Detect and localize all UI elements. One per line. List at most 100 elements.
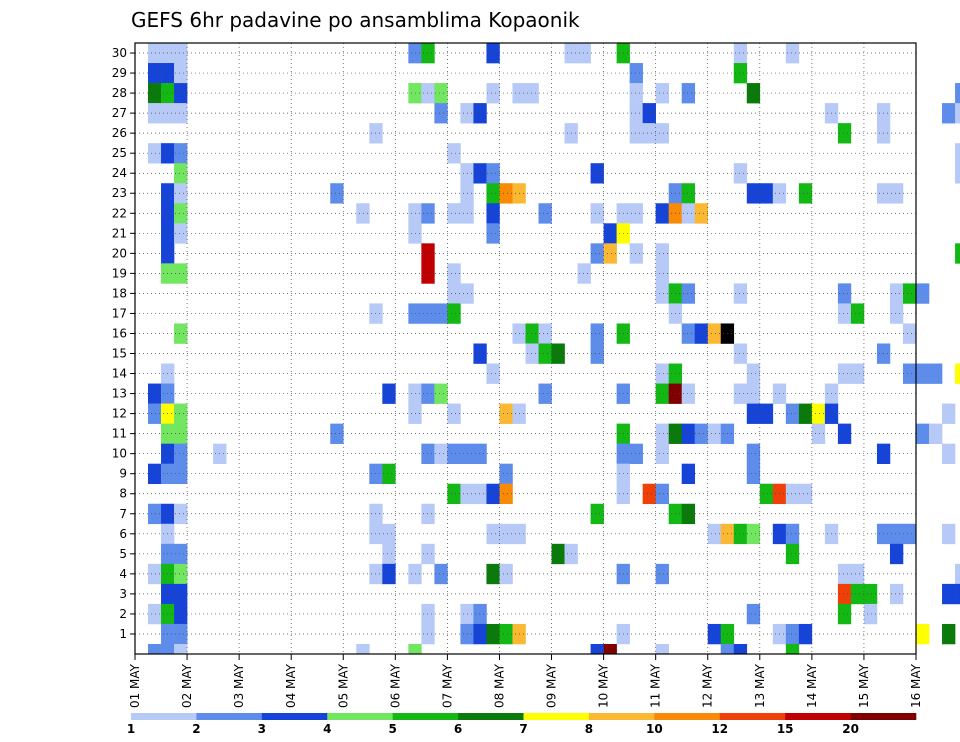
- heatmap-cell: [161, 643, 175, 655]
- heatmap-cell: [785, 403, 800, 424]
- heatmap-cell: [759, 483, 774, 505]
- heatmap-cell: [655, 383, 669, 404]
- heatmap-cell: [837, 283, 852, 304]
- colorbar-swatch: [392, 713, 459, 720]
- colorbar-label: 1: [127, 722, 135, 736]
- y-tick-label: 19: [112, 266, 127, 280]
- heatmap-cell: [942, 523, 956, 545]
- heatmap-cell: [148, 403, 162, 424]
- heatmap-cell: [902, 323, 917, 344]
- heatmap-cell: [382, 463, 396, 485]
- heatmap-cell: [551, 543, 565, 565]
- colorbar-swatch: [654, 713, 721, 720]
- heatmap-cell: [733, 643, 748, 655]
- heatmap-cell: [174, 183, 188, 204]
- heatmap-cell: [434, 303, 448, 324]
- heatmap-cell: [447, 263, 461, 284]
- heatmap-cell: [681, 503, 696, 525]
- heatmap-cell: [629, 203, 643, 224]
- heatmap-cell: [837, 363, 852, 384]
- heatmap-cell: [174, 323, 188, 344]
- y-ticks: 1234567891011121314151617181920212223242…: [112, 46, 135, 641]
- heatmap-cell: [837, 123, 852, 144]
- heatmap-cell: [447, 443, 461, 464]
- y-tick-label: 17: [112, 306, 127, 320]
- heatmap-cell: [421, 603, 435, 625]
- heatmap-cell: [473, 163, 487, 184]
- y-tick-label: 5: [119, 547, 127, 561]
- heatmap-cell: [746, 183, 761, 204]
- heatmap-cell: [681, 183, 696, 204]
- heatmap-cell: [707, 323, 722, 344]
- heatmap-cell: [655, 443, 669, 464]
- heatmap-cell: [473, 443, 487, 464]
- heatmap-cell: [889, 303, 904, 324]
- heatmap-cell: [707, 423, 722, 444]
- x-ticks: 01 MAY 02 MAY 03 MAY 04 MAY 05 MAY 06 MAY 07 M…: [128, 654, 923, 708]
- heatmap-cell: [486, 203, 500, 224]
- heatmap-cell: [785, 483, 800, 505]
- heatmap-cell: [942, 583, 956, 605]
- heatmap-cell: [798, 483, 813, 505]
- heatmap-cell: [811, 403, 826, 424]
- y-tick-label: 9: [119, 467, 127, 481]
- heatmap-cell: [837, 583, 852, 605]
- heatmap-cell: [447, 143, 461, 164]
- heatmap-cell: [434, 563, 448, 585]
- heatmap-cell: [356, 643, 370, 655]
- heatmap-cell: [733, 43, 748, 64]
- heatmap-cell: [603, 643, 617, 655]
- y-tick-label: 4: [119, 567, 127, 581]
- heatmap-cell: [174, 43, 188, 64]
- heatmap-cell: [603, 243, 617, 264]
- y-tick-label: 27: [112, 106, 127, 120]
- heatmap-cell: [655, 243, 669, 264]
- heatmap-cell: [655, 363, 669, 384]
- heatmap-cell: [746, 383, 761, 404]
- heatmap-cell: [746, 403, 761, 424]
- heatmap-cell: [421, 443, 435, 464]
- heatmap-cell: [174, 163, 188, 184]
- x-tick-label: 04 MAY: [284, 663, 298, 708]
- heatmap-cell: [447, 283, 461, 304]
- x-tick-label: 12 MAY: [701, 663, 715, 708]
- heatmap-cell: [916, 623, 930, 645]
- heatmap-cell: [746, 463, 761, 485]
- heatmap-cell: [811, 423, 826, 444]
- heatmap-cell: [746, 523, 761, 545]
- colorbar-swatch: [588, 713, 655, 720]
- heatmap-cell: [434, 83, 448, 104]
- heatmap-cell: [330, 183, 344, 204]
- heatmap-cell: [148, 43, 162, 64]
- heatmap-cell: [590, 243, 604, 264]
- heatmap-cell: [902, 283, 917, 304]
- y-tick-label: 13: [112, 387, 127, 401]
- heatmap-cell: [434, 103, 448, 124]
- heatmap-cell: [148, 463, 162, 485]
- heatmap-cell: [629, 83, 643, 104]
- heatmap-cell: [486, 83, 500, 104]
- heatmap-cell: [863, 603, 878, 625]
- heatmap-cell: [590, 163, 604, 184]
- heatmap-cell: [629, 63, 643, 84]
- heatmap-cell: [174, 643, 188, 655]
- y-tick-label: 10: [112, 447, 127, 461]
- heatmap-cell: [486, 223, 500, 244]
- heatmap-cell: [746, 603, 761, 625]
- colorbar-swatch: [785, 713, 851, 720]
- heatmap-cell: [681, 203, 696, 224]
- heatmap-cell: [681, 383, 696, 404]
- heatmap-cell: [174, 403, 188, 424]
- heatmap-cell: [955, 583, 960, 605]
- heatmap-cell: [330, 423, 344, 444]
- heatmap-cell: [382, 383, 396, 404]
- colorbar-swatch: [196, 713, 263, 720]
- y-tick-label: 18: [112, 286, 127, 300]
- heatmap-cell: [785, 623, 800, 645]
- heatmap-cell: [174, 103, 188, 124]
- heatmap-cell: [655, 83, 669, 104]
- colorbar-label: 12: [711, 722, 728, 736]
- y-tick-label: 3: [119, 587, 127, 601]
- heatmap-cell: [655, 423, 669, 444]
